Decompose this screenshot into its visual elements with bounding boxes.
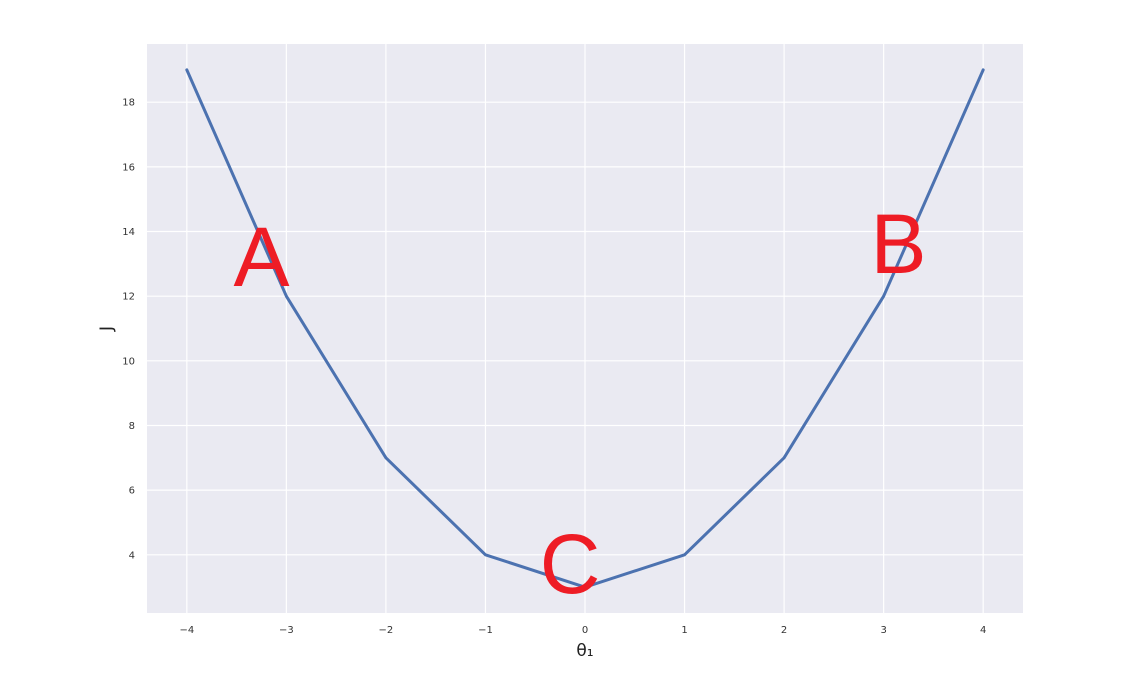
y-tick-label: 12 (122, 292, 135, 303)
x-tick-label: 1 (681, 625, 687, 636)
y-tick-label: 8 (129, 421, 135, 432)
x-tick-label: 4 (980, 625, 986, 636)
x-tick-label: −1 (478, 625, 493, 636)
annotation-a: A (233, 210, 289, 304)
y-tick-label: 16 (122, 162, 135, 173)
y-tick-label: 4 (129, 550, 135, 561)
x-axis-label: θ₁ (576, 641, 593, 661)
y-tick-label: 10 (122, 356, 135, 367)
series-line (185, 68, 985, 589)
grid-lines (147, 44, 1023, 613)
x-tick-label: −4 (179, 625, 194, 636)
x-tick-label: 0 (582, 625, 588, 636)
x-tick-label: −3 (279, 625, 294, 636)
annotation-c: C (540, 517, 601, 611)
annotation-b: B (871, 197, 927, 291)
y-tick-labels: 4 6 8 10 12 14 16 18 (122, 98, 135, 562)
y-axis-label: J (97, 326, 117, 332)
y-tick-label: 14 (122, 227, 135, 238)
annotation-labels: A B C (233, 197, 926, 611)
y-tick-label: 18 (122, 98, 135, 109)
x-tick-labels: −4 −3 −2 −1 0 1 2 3 4 (179, 625, 986, 636)
y-tick-label: 6 (129, 486, 135, 497)
x-tick-label: 2 (781, 625, 787, 636)
series-group (185, 68, 985, 589)
x-tick-label: −2 (379, 625, 394, 636)
x-tick-label: 3 (880, 625, 886, 636)
